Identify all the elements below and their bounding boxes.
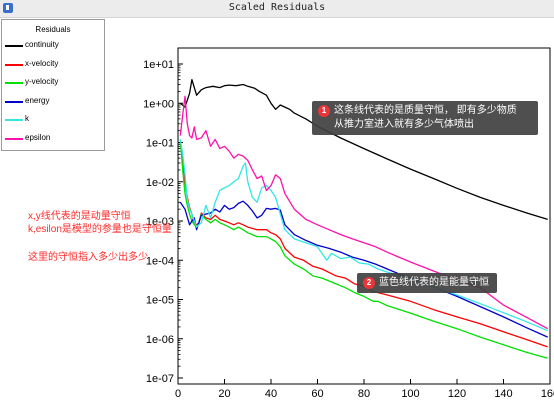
legend-item-energy: energy — [2, 95, 104, 109]
callout-1-line1: 这条线代表的是质量守恒， 即有多少物质 — [334, 105, 517, 116]
window-title: Scaled Residuals — [228, 2, 326, 13]
x-tick-label: 100 — [401, 388, 419, 400]
x-tick-label: 20 — [218, 388, 230, 400]
y-tick-label: 1e-04 — [146, 255, 174, 267]
annotation-callout-energy: 2 蓝色线代表的是能量守恒 — [357, 273, 497, 293]
legend-label: epsilon — [25, 132, 51, 142]
chart-axes: 0 20 40 60 80 100 120 140 160 1e-07 1e-06 1e-05 1e-0… — [143, 59, 554, 400]
callout-badge-2: 2 — [363, 277, 375, 289]
y-tick-label: 1e+00 — [143, 98, 174, 110]
note-k-epsilon: k,esilon是模型的参量也是守恒量 — [28, 224, 172, 235]
legend-label: k — [25, 114, 29, 123]
y-tick-label: 1e-02 — [146, 177, 174, 189]
window-titlebar: Scaled Residuals — [0, 0, 554, 18]
note-momentum: x,y线代表的是动量守恒 — [28, 211, 131, 222]
callout-2-text: 蓝色线代表的是能量守恒 — [379, 277, 489, 288]
callout-1-line2: 从推力室进入就有多少气体喷出 — [334, 119, 474, 130]
y-tick-label: 1e-03 — [146, 216, 174, 228]
legend-item-continuity: continuity — [2, 39, 104, 53]
x-tick-label: 80 — [358, 388, 370, 400]
series-line-k — [179, 139, 548, 332]
legend-swatch — [5, 137, 23, 140]
x-tick-label: 60 — [311, 388, 323, 400]
series-line-continuity — [179, 78, 548, 221]
y-tick-label: 1e-01 — [146, 138, 174, 150]
series-line-energy — [179, 200, 548, 338]
note-conservation: 这里的守恒指入多少出多少 — [28, 252, 148, 263]
legend-label: energy — [25, 95, 50, 105]
legend-label: x-velocity — [25, 58, 59, 68]
legend-title: Residuals — [35, 25, 71, 34]
y-tick-label: 1e-07 — [146, 373, 174, 385]
legend-label: continuity — [25, 40, 59, 49]
x-tick-label: 0 — [175, 388, 181, 400]
chart-legend: Residuals continuity x-velocity y-velocity… — [1, 19, 105, 151]
y-tick-label: 1e-06 — [146, 334, 174, 346]
series-line-x-velocity — [179, 142, 548, 348]
series-line-epsilon — [179, 95, 549, 330]
callout-badge-1: 1 — [318, 105, 330, 117]
y-tick-label: 1e-05 — [146, 295, 174, 307]
x-tick-label: 160 — [541, 388, 554, 400]
legend-item-k: k — [2, 113, 104, 127]
legend-item-epsilon: epsilon — [2, 132, 104, 146]
x-tick-label: 120 — [448, 388, 466, 400]
legend-swatch — [5, 100, 23, 103]
x-tick-label: 140 — [494, 388, 512, 400]
legend-swatch — [5, 45, 23, 47]
series-line-y-velocity — [179, 139, 548, 359]
legend-item-y-velocity: y-velocity — [2, 76, 104, 90]
legend-label: y-velocity — [25, 77, 59, 86]
x-tick-label: 40 — [265, 388, 277, 400]
annotation-callout-continuity: 1 这条线代表的是质量守恒， 即有多少物质 从推力室进入就有多少气体喷出 — [312, 101, 538, 135]
y-tick-label: 1e+01 — [143, 59, 174, 71]
legend-swatch — [5, 82, 23, 84]
legend-swatch — [5, 119, 23, 121]
plot-area — [177, 47, 551, 385]
chart-series — [179, 78, 549, 359]
legend-swatch — [5, 63, 23, 66]
legend-item-x-velocity: x-velocity — [2, 58, 104, 72]
app-icon — [3, 3, 13, 13]
